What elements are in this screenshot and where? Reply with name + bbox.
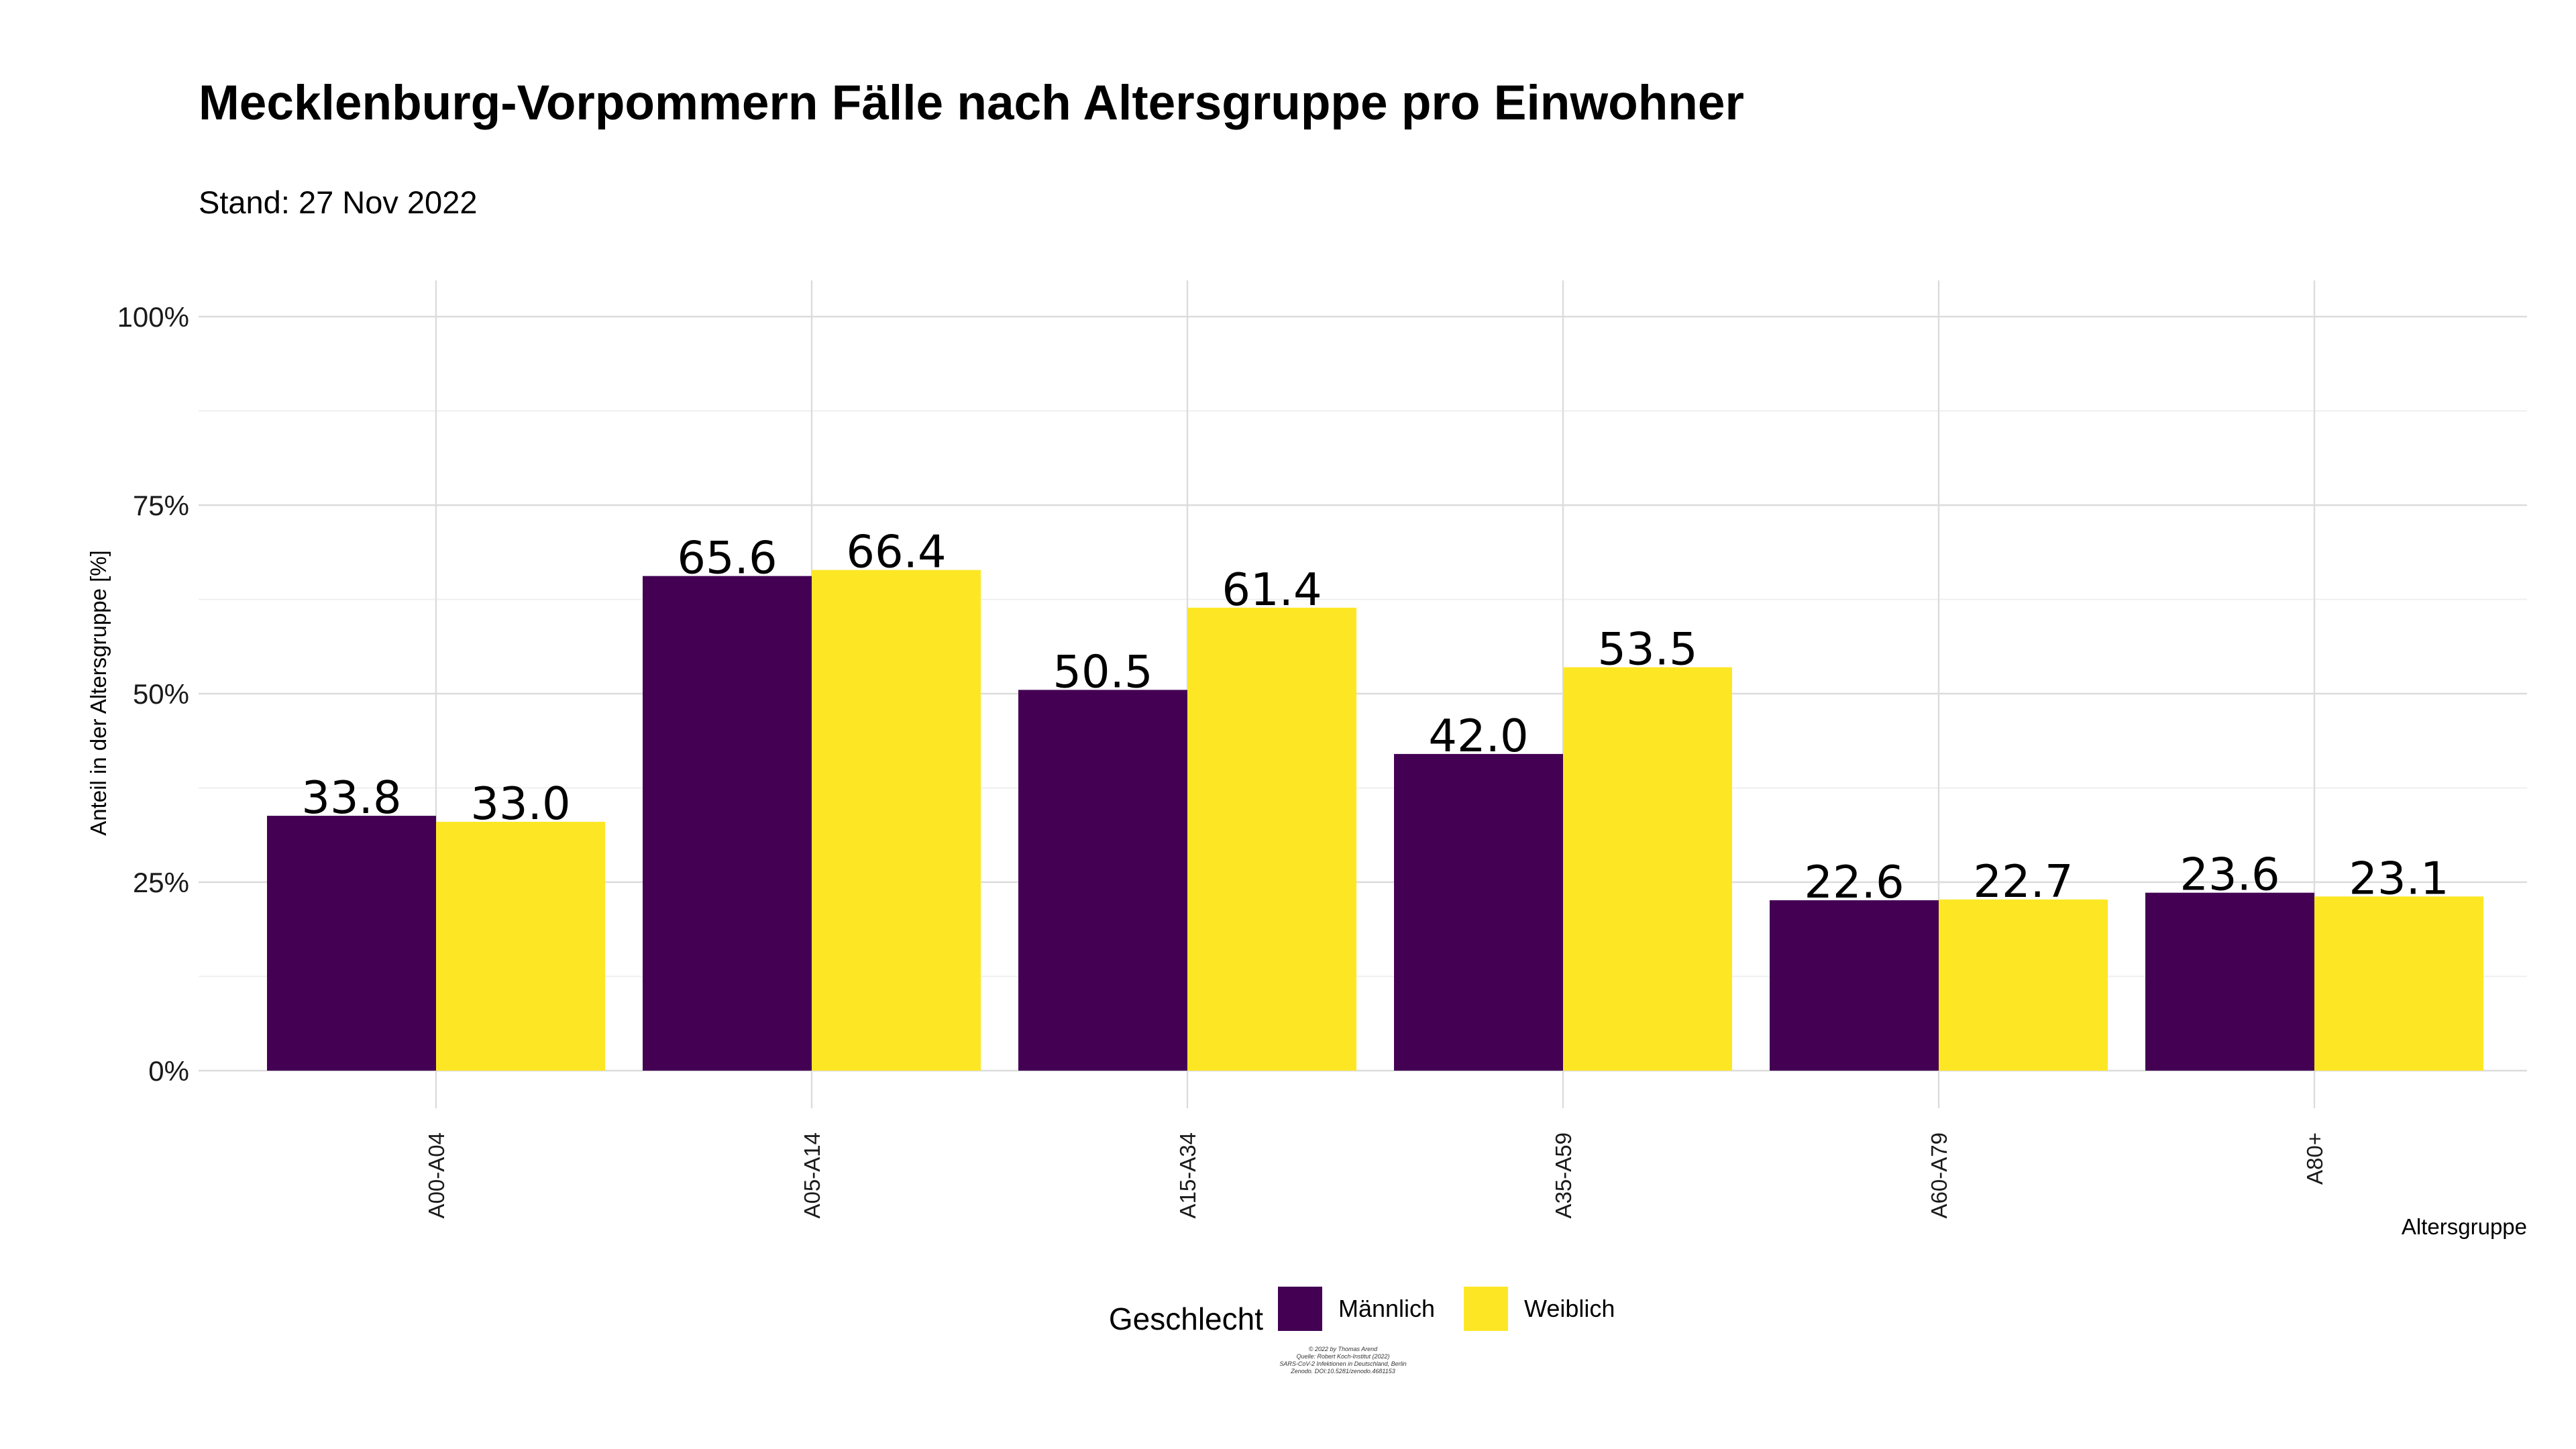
bar-maennlich-a15a34 <box>1018 690 1187 1071</box>
bars <box>267 570 2483 1071</box>
x-tick-label: A35-A59 <box>1551 1132 1576 1218</box>
x-tick-label: A00-A04 <box>424 1132 449 1218</box>
y-tick-label: 50% <box>133 678 189 710</box>
caption-line: Zenodo. DOI:10.5281/zenodo.4681153 <box>1290 1368 1395 1375</box>
y-axis-title: Anteil in der Altersgruppe [%] <box>86 550 111 836</box>
y-tick-label: 75% <box>133 490 189 521</box>
bar-weiblich-a35a59 <box>1563 667 1732 1071</box>
bar-maennlich-a80 <box>2145 892 2314 1071</box>
x-tick-label: A80+ <box>2302 1132 2327 1185</box>
data-label: 66.4 <box>846 526 946 578</box>
legend-title: Geschlecht <box>1109 1301 1263 1336</box>
data-labels: 33.8 65.6 50.5 42.0 22.6 23.6 33.0 66.4 61.4 53.5… <box>301 526 2449 908</box>
data-label: 22.6 <box>1804 856 1904 908</box>
y-tick-label: 0% <box>148 1055 189 1087</box>
legend-label: Männlich <box>1338 1295 1435 1322</box>
chart-title: Mecklenburg-Vorpommern Fälle nach Alters… <box>199 76 1744 130</box>
bar-weiblich-a00a04 <box>436 822 605 1071</box>
x-axis-title: Altersgruppe <box>2402 1214 2527 1239</box>
data-label: 53.5 <box>1597 623 1697 676</box>
bar-maennlich-a00a04 <box>267 816 436 1071</box>
x-tick-label: A05-A14 <box>800 1132 824 1218</box>
x-axis-ticks: A00-A04 A05-A14 A15-A34 A35-A59 A60-A79 A80+ <box>424 1132 2327 1218</box>
bar-maennlich-a05a14 <box>643 576 812 1071</box>
data-label: 50.5 <box>1053 645 1152 698</box>
legend-label: Weiblich <box>1524 1295 1615 1322</box>
data-label: 23.6 <box>2180 849 2279 901</box>
bar-weiblich-a05a14 <box>812 570 981 1071</box>
data-label: 61.4 <box>1222 564 1322 616</box>
y-tick-label: 25% <box>133 867 189 898</box>
legend-key <box>1464 1287 1508 1331</box>
bar-weiblich-a80 <box>2314 896 2483 1071</box>
caption-line: Quelle: Robert Koch-Institut (2022) <box>1296 1353 1389 1360</box>
caption-line: © 2022 by Thomas Arend <box>1309 1346 1378 1352</box>
legend: Geschlecht Männlich Weiblich <box>1109 1287 1615 1336</box>
y-axis-ticks: 0% 25% 50% 75% 100% <box>117 301 189 1087</box>
data-label: 33.0 <box>470 777 570 830</box>
data-label: 22.7 <box>1973 855 2073 908</box>
bar-weiblich-a60a79 <box>1939 899 2108 1071</box>
data-label: 65.6 <box>677 532 777 584</box>
caption-line: SARS-CoV-2 Infektionen in Deutschland, B… <box>1279 1360 1406 1367</box>
x-tick-label: A60-A79 <box>1927 1132 1951 1218</box>
chart-subtitle: Stand: 27 Nov 2022 <box>199 184 477 220</box>
x-tick-label: A15-A34 <box>1175 1132 1200 1218</box>
legend-items: Männlich Weiblich <box>1278 1287 1615 1331</box>
y-tick-label: 100% <box>117 301 189 333</box>
bar-maennlich-a35a59 <box>1394 753 1563 1071</box>
bar-weiblich-a15a34 <box>1187 607 1356 1071</box>
data-label: 33.8 <box>301 771 401 824</box>
data-label: 23.1 <box>2349 852 2449 904</box>
legend-key <box>1278 1287 1322 1331</box>
data-label: 42.0 <box>1428 710 1528 762</box>
bar-maennlich-a60a79 <box>1770 900 1939 1071</box>
